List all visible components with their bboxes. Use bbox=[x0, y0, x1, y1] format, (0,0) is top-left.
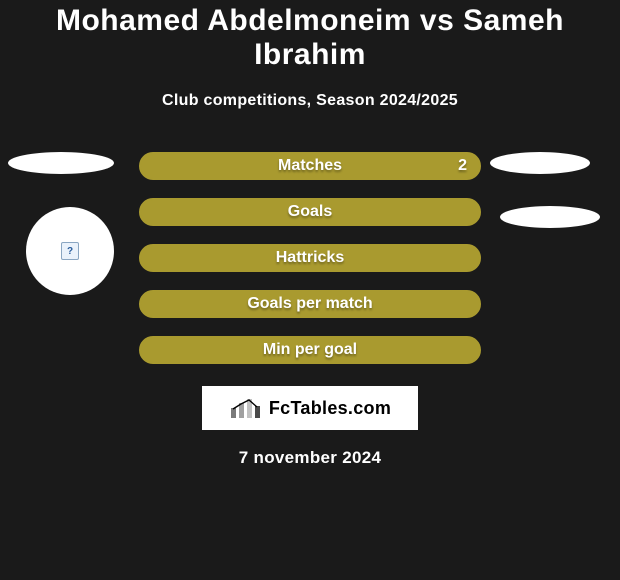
decorative-ellipse bbox=[8, 152, 114, 174]
decorative-ellipse bbox=[500, 206, 600, 228]
page-title: Mohamed Abdelmoneim vs Sameh Ibrahim bbox=[0, 4, 620, 72]
stat-bar: Matches 2 bbox=[139, 152, 481, 180]
stat-bars: Matches 2 Goals Hattricks Goals per match Min… bbox=[139, 152, 481, 364]
subtitle: Club competitions, Season 2024/2025 bbox=[0, 92, 620, 110]
stat-bar: Hattricks bbox=[139, 244, 481, 272]
stat-bar-label: Goals per match bbox=[247, 295, 372, 313]
stat-bar: Goals bbox=[139, 198, 481, 226]
decorative-ellipse bbox=[490, 152, 590, 174]
stat-bar: Min per goal bbox=[139, 336, 481, 364]
stat-bar-label: Matches bbox=[278, 157, 342, 175]
stat-bar-label: Min per goal bbox=[263, 341, 357, 359]
body-area: ? Matches2GoalsHattricksGoals per matchM… bbox=[0, 152, 620, 364]
comparison-card: Mohamed Abdelmoneim vs Sameh Ibrahim Clu… bbox=[0, 0, 620, 468]
stat-bar: Goals per match bbox=[139, 290, 481, 318]
player-avatar: ? bbox=[26, 207, 114, 295]
stat-bar-label: Goals bbox=[288, 203, 332, 221]
logo-bars-icon bbox=[229, 396, 263, 420]
logo-text: FcTables.com bbox=[269, 398, 391, 419]
fctables-logo: FcTables.com bbox=[202, 386, 418, 430]
stat-bar-value: 2 bbox=[458, 157, 467, 175]
stat-bar-label: Hattricks bbox=[276, 249, 344, 267]
snapshot-date: 7 november 2024 bbox=[0, 448, 620, 468]
avatar-placeholder-icon: ? bbox=[61, 242, 79, 260]
